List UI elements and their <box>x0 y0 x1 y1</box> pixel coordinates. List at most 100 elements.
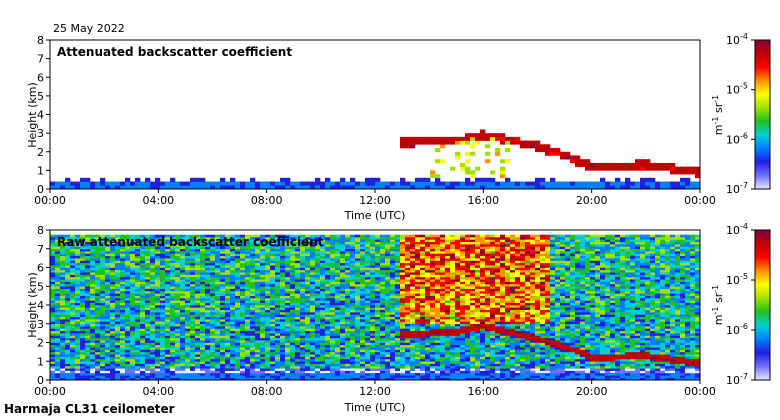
heatmap-cell <box>535 177 541 182</box>
heatmap-cell <box>215 337 221 341</box>
heatmap-cell <box>215 253 221 257</box>
heatmap-cell <box>345 181 351 186</box>
heatmap-cell <box>160 185 166 189</box>
heatmap-cell <box>55 361 61 364</box>
heatmap-cell <box>185 288 191 292</box>
heatmap-cell <box>320 316 326 320</box>
x-tick-label: 00:00 <box>34 194 66 207</box>
heatmap-cell <box>315 246 321 250</box>
heatmap-cell <box>365 375 371 378</box>
heatmap-cell <box>270 255 276 259</box>
heatmap-cell <box>85 262 91 266</box>
heatmap-cell <box>315 370 321 374</box>
heatmap-cell <box>360 323 366 327</box>
heatmap-cell <box>135 260 141 264</box>
heatmap-cell <box>155 375 161 378</box>
heatmap-cell <box>105 305 111 308</box>
heatmap-cell <box>470 174 476 179</box>
heatmap-cell <box>130 314 136 318</box>
heatmap-cell <box>240 297 246 301</box>
heatmap-cell <box>65 258 71 261</box>
heatmap-cell <box>80 326 86 329</box>
heatmap-cell <box>200 253 206 257</box>
heatmap-cell <box>50 321 56 325</box>
heatmap-cell <box>340 316 346 320</box>
heatmap-cell <box>315 309 321 313</box>
heatmap-cell <box>215 368 221 371</box>
heatmap-cell <box>260 300 266 303</box>
heatmap-cell <box>360 234 366 238</box>
heatmap-cell <box>275 293 281 296</box>
heatmap-cell <box>395 269 401 273</box>
heatmap-cell <box>305 330 311 334</box>
heatmap-cell <box>180 286 186 289</box>
heatmap-cell <box>315 276 321 280</box>
heatmap-cell <box>200 248 206 252</box>
heatmap-cell <box>325 349 331 353</box>
heatmap-cell <box>230 281 236 285</box>
heatmap-cell <box>270 258 276 261</box>
panel-attenuated-backscatter: Attenuated backscatter coefficient 01234… <box>26 32 771 222</box>
heatmap-cell <box>415 185 421 189</box>
heatmap-cell <box>380 279 386 282</box>
heatmap-cell <box>65 281 71 285</box>
heatmap-cell <box>175 370 181 374</box>
heatmap-cell <box>390 262 396 266</box>
heatmap-cell <box>300 363 306 367</box>
heatmap-cell <box>390 344 396 348</box>
heatmap-cell <box>255 239 261 243</box>
heatmap-cell <box>395 372 401 376</box>
chart-title: Attenuated backscatter coefficient <box>57 45 292 59</box>
heatmap-cell <box>50 251 56 254</box>
heatmap-cell <box>225 314 231 318</box>
heatmap-cell <box>360 288 366 292</box>
heatmap-cell <box>80 265 86 268</box>
heatmap-cell <box>200 365 206 369</box>
heatmap-cell <box>300 375 306 378</box>
heatmap-cell <box>120 333 126 336</box>
heatmap-cell <box>170 328 176 332</box>
heatmap-cell <box>295 370 301 374</box>
heatmap-cell <box>170 319 176 322</box>
heatmap-cell <box>640 166 646 171</box>
heatmap-cell <box>260 321 266 325</box>
heatmap-cell <box>55 255 61 259</box>
heatmap-cell <box>185 319 191 322</box>
heatmap-cell <box>65 309 71 313</box>
heatmap-cell <box>300 293 306 296</box>
heatmap-cell <box>215 328 221 332</box>
heatmap-cell <box>325 244 331 247</box>
heatmap-cell <box>105 295 111 299</box>
heatmap-cell <box>120 297 126 301</box>
heatmap-cell <box>135 330 141 334</box>
heatmap-cell <box>385 239 391 243</box>
heatmap-cell <box>170 272 176 275</box>
heatmap-cell <box>395 290 401 294</box>
heatmap-cell <box>350 286 356 289</box>
heatmap-cell <box>475 177 481 182</box>
heatmap-cell <box>280 244 286 247</box>
heatmap-cell <box>210 356 216 360</box>
heatmap-cell <box>275 248 281 252</box>
heatmap-cell <box>240 274 246 278</box>
heatmap-cell <box>195 356 201 360</box>
heatmap-cell <box>255 283 261 287</box>
heatmap-cell <box>355 328 361 332</box>
heatmap-cell <box>245 370 251 374</box>
heatmap-cell <box>380 330 386 334</box>
heatmap-cell <box>140 316 146 320</box>
heatmap-cell <box>355 340 361 343</box>
heatmap-cell <box>410 356 416 360</box>
heatmap-cell <box>580 181 586 186</box>
heatmap-cell <box>365 347 371 350</box>
heatmap-cell <box>310 300 316 303</box>
heatmap-cell <box>100 307 106 310</box>
heatmap-cell <box>270 265 276 268</box>
heatmap-cell <box>130 335 136 339</box>
heatmap-cell <box>110 290 116 294</box>
heatmap-cell <box>85 375 91 378</box>
heatmap-cell <box>400 354 406 357</box>
heatmap-cell <box>280 319 286 322</box>
heatmap-cell <box>160 237 166 240</box>
heatmap-cell <box>520 144 526 149</box>
